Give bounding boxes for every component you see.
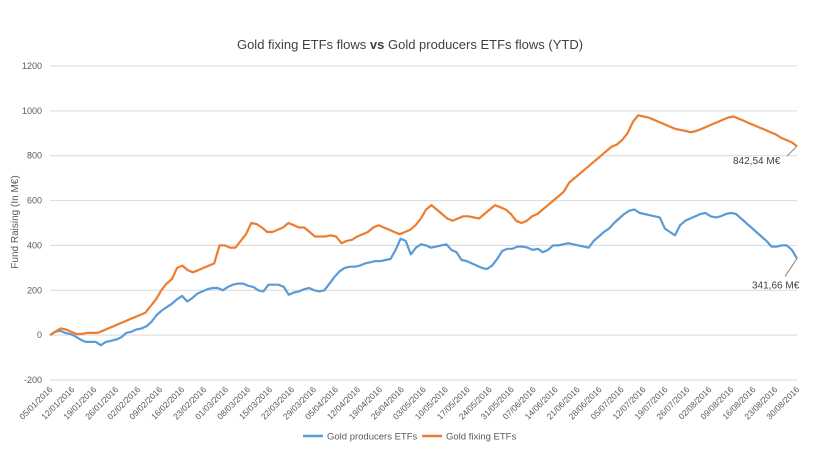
y-tick-label: 400 [27,240,42,250]
y-tick-label: 800 [27,151,42,161]
y-tick-label: -200 [24,375,42,385]
legend-label: Gold producers ETFs [327,432,418,443]
annotations: 842,54 M€ 341,66 M€ [733,145,800,292]
y-tick-label: 200 [27,285,42,295]
y-tick-label: 600 [27,196,42,206]
chart-title-part1: Gold fixing ETFs flows [237,37,370,52]
legend-label: Gold fixing ETFs [446,432,516,443]
chart-title: Gold fixing ETFs flows vs Gold producers… [237,37,583,52]
y-tick-label: 0 [37,330,42,340]
y-tick-labels: -200 0 200 400 600 800 1000 1200 [22,61,42,385]
annotation-label: 341,66 M€ [752,281,800,292]
gridlines [50,65,797,381]
annotation-label: 842,54 M€ [733,156,781,167]
series-line-gold-producers-etfs [49,208,798,347]
y-tick-label: 1000 [22,106,42,116]
y-tick-label: 1200 [22,61,42,71]
legend: Gold producers ETFs Gold fixing ETFs [303,432,516,443]
y-axis-label: Fund Raising (In M€) [10,175,21,268]
chart-title-part2: Gold producers ETFs flows (YTD) [384,37,583,52]
annotation-leader [784,258,798,277]
series-lines [49,114,798,347]
series-line-gold-fixing-etfs [49,114,798,337]
annotation-leader [786,145,798,157]
chart-title-vs: vs [370,37,384,52]
x-tick-labels: 05/01/201612/01/201619/01/201626/01/2016… [17,384,801,421]
